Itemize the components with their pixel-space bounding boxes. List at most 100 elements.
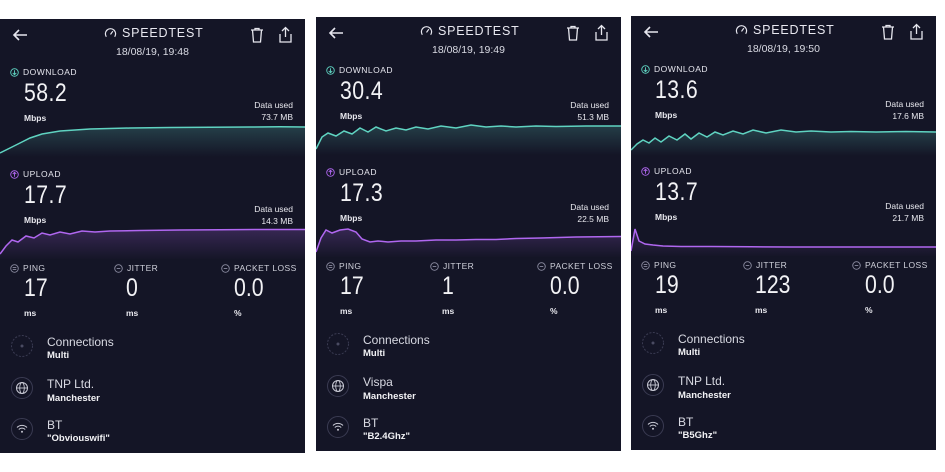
connections-value: Multi [47,350,70,361]
back-arrow-icon[interactable] [326,23,346,43]
packet-loss-unit: % [865,305,873,315]
download-data-used-label: Data used [885,99,924,109]
download-arrow-icon [10,67,19,77]
download-data-used-value: 17.6 MB [892,111,924,121]
packet-loss-unit: % [550,306,558,316]
packet-loss-value: 0.0 [234,274,264,302]
share-icon[interactable] [278,26,293,43]
download-graph [316,124,621,155]
back-arrow-icon[interactable] [10,25,30,45]
network-provider: BT [363,416,379,430]
download-unit: Mbps [24,113,47,123]
test-datetime: 18/08/19, 19:49 [432,44,505,56]
upload-graph [0,228,305,260]
jitter-icon [430,261,439,271]
globe-icon [642,374,664,396]
upload-graph [316,228,621,258]
upload-data-used-value: 14.3 MB [261,216,293,226]
upload-data-used-value: 22.5 MB [577,214,609,224]
download-graph [631,129,936,156]
download-value: 13.6 [655,76,699,104]
jitter-unit: ms [442,306,455,316]
jitter-value: 1 [442,272,454,300]
wifi-icon [642,415,664,437]
trash-icon[interactable] [566,25,580,41]
server-location: Manchester [678,390,731,401]
brand-label: SPEEDTEST [438,24,520,38]
trash-icon[interactable] [881,24,895,40]
connections-icon [11,335,33,357]
network-provider: BT [47,418,63,432]
download-label: DOWNLOAD [10,67,77,77]
network-provider: BT [678,415,694,429]
download-label: DOWNLOAD [326,65,393,75]
jitter-unit: ms [126,308,139,318]
ping-label: PING [10,263,45,273]
share-icon[interactable] [909,23,924,40]
upload-graph [631,228,936,257]
isp-name: Vispa [363,375,393,389]
upload-value: 17.3 [340,179,384,207]
share-icon[interactable] [594,24,609,41]
packet-loss-value: 0.0 [550,272,580,300]
jitter-icon [114,263,123,273]
download-unit: Mbps [340,111,363,121]
ping-unit: ms [340,306,353,316]
connections-icon [642,332,664,354]
brand-label: SPEEDTEST [753,23,835,37]
upload-unit: Mbps [655,212,678,222]
globe-icon [11,377,33,399]
packet-loss-icon [852,260,861,270]
ping-unit: ms [655,305,668,315]
upload-label: UPLOAD [326,167,377,177]
connections-value: Multi [363,348,386,359]
ping-icon [10,263,19,273]
trash-icon[interactable] [250,27,264,43]
download-label: DOWNLOAD [641,64,708,74]
wifi-icon [327,416,349,438]
result-panel-1: SPEEDTEST 18/08/19, 19:48 DOWNLOAD 58.2 … [0,19,305,453]
upload-arrow-icon [326,167,335,177]
speedtest-logo-icon [420,25,433,35]
packet-loss-icon [537,261,546,271]
jitter-value: 0 [126,274,138,302]
download-graph [0,126,305,157]
upload-arrow-icon [641,166,650,176]
connections-label: Connections [363,333,430,347]
connections-label: Connections [678,332,745,346]
upload-unit: Mbps [340,213,363,223]
speedtest-logo-icon [104,27,117,37]
back-arrow-icon[interactable] [641,22,661,42]
test-datetime: 18/08/19, 19:50 [747,43,820,55]
brand: SPEEDTEST [420,24,520,38]
upload-value: 17.7 [24,181,68,209]
jitter-value: 123 [755,271,791,299]
download-value: 58.2 [24,79,68,107]
download-data-used-value: 51.3 MB [577,112,609,122]
test-datetime: 18/08/19, 19:48 [116,46,189,58]
packet-loss-value: 0.0 [865,271,895,299]
isp-name: TNP Ltd. [47,377,95,391]
ping-unit: ms [24,308,37,318]
isp-name: TNP Ltd. [678,374,726,388]
jitter-label: JITTER [430,261,474,271]
wifi-icon [11,418,33,440]
brand-label: SPEEDTEST [122,26,204,40]
result-panel-2: SPEEDTEST 18/08/19, 19:49 DOWNLOAD 30.4 … [316,17,621,451]
wifi-ssid: "B5Ghz" [678,430,718,441]
upload-unit: Mbps [24,215,47,225]
upload-arrow-icon [10,169,19,179]
jitter-label: JITTER [114,263,158,273]
result-panel-3: SPEEDTEST 18/08/19, 19:50 DOWNLOAD 13.6 … [631,16,936,450]
packet-loss-unit: % [234,308,242,318]
globe-icon [327,375,349,397]
ping-icon [326,261,335,271]
jitter-unit: ms [755,305,768,315]
upload-label: UPLOAD [641,166,692,176]
download-data-used-value: 73.7 MB [261,112,293,122]
ping-value: 17 [340,272,364,300]
packet-loss-icon [221,263,230,273]
server-location: Manchester [47,393,100,404]
upload-label: UPLOAD [10,169,61,179]
speedtest-logo-icon [735,24,748,34]
